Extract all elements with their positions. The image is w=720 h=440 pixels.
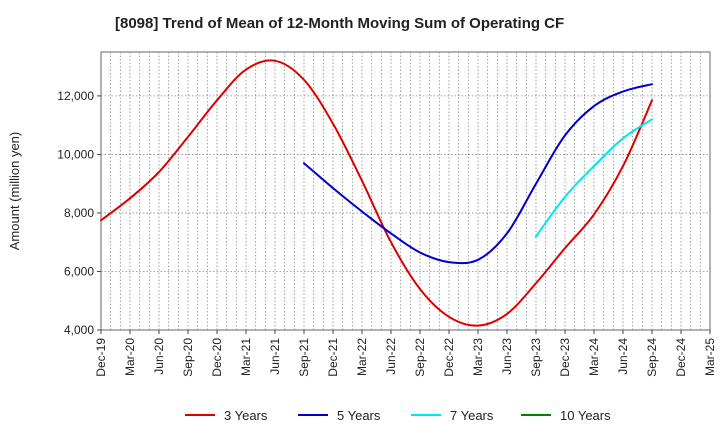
- series-line-3-years: [100, 59, 653, 327]
- x-tick-label: Jun-21: [268, 338, 282, 375]
- x-tick-label: Sep-23: [529, 338, 543, 377]
- x-tick-label: Mar-25: [703, 338, 717, 376]
- legend-label-3-years: 3 Years: [224, 408, 268, 423]
- y-tick-label: 6,000: [64, 264, 94, 278]
- series-lines: [100, 59, 653, 327]
- legend-label-7-years: 7 Years: [450, 408, 494, 423]
- x-tick-label: Jun-23: [500, 338, 514, 375]
- y-axis-label: Amount (million yen): [7, 132, 22, 251]
- y-tick-label: 4,000: [64, 323, 94, 337]
- x-tick-label: Dec-20: [210, 338, 224, 377]
- x-tick-label: Jun-24: [616, 338, 630, 375]
- y-tick-label: 10,000: [57, 147, 94, 161]
- x-tick-label: Dec-24: [674, 338, 688, 377]
- x-tick-label: Mar-24: [587, 338, 601, 376]
- y-tick-label: 8,000: [64, 206, 94, 220]
- y-axis-ticks: 4,000 6,000 8,000 10,000 12,000: [57, 89, 101, 337]
- x-tick-label: Jun-22: [384, 338, 398, 375]
- x-tick-label: Mar-20: [123, 338, 137, 376]
- x-tick-label: Sep-22: [413, 338, 427, 377]
- series-line-7-years: [535, 118, 653, 238]
- grid: [101, 52, 710, 330]
- x-tick-label: Mar-23: [471, 338, 485, 376]
- y-tick-label: 12,000: [57, 89, 94, 103]
- x-tick-label: Dec-22: [442, 338, 456, 377]
- x-axis-ticks: Dec-19 Mar-20 Jun-20 Sep-20 Dec-20 Mar-21 Jun-…: [94, 330, 717, 377]
- x-tick-label: Dec-23: [558, 338, 572, 377]
- x-tick-label: Sep-21: [297, 338, 311, 377]
- series-line-5-years: [303, 83, 653, 265]
- x-tick-label: Dec-21: [326, 338, 340, 377]
- legend-label-5-years: 5 Years: [337, 408, 381, 423]
- legend-label-10-years: 10 Years: [560, 408, 611, 423]
- x-tick-label: Mar-22: [355, 338, 369, 376]
- x-tick-label: Jun-20: [152, 338, 166, 375]
- x-tick-label: Sep-24: [645, 338, 659, 377]
- x-tick-label: Dec-19: [94, 338, 108, 377]
- legend: 3 Years 5 Years 7 Years 10 Years: [185, 408, 611, 423]
- x-tick-label: Mar-21: [239, 338, 253, 376]
- chart-title: [8098] Trend of Mean of 12-Month Moving …: [115, 15, 564, 32]
- x-tick-label: Sep-20: [181, 338, 195, 377]
